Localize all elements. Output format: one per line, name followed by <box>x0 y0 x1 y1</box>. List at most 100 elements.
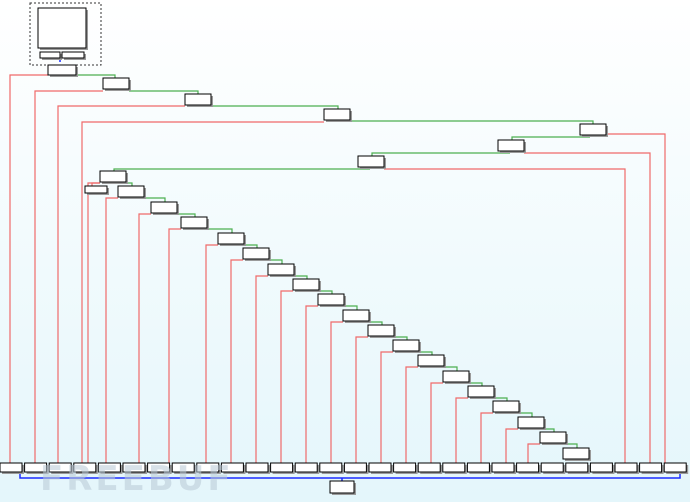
edge <box>177 213 196 217</box>
node <box>579 123 607 136</box>
edge <box>76 74 116 78</box>
edge <box>430 382 443 463</box>
edge <box>305 305 318 463</box>
node <box>562 447 590 460</box>
edge <box>34 90 103 463</box>
node <box>294 462 318 473</box>
node <box>245 462 269 473</box>
edge <box>394 336 408 340</box>
node <box>565 462 589 473</box>
edge <box>168 228 181 463</box>
node <box>73 462 97 473</box>
edge <box>469 382 483 386</box>
node <box>343 462 367 473</box>
edge <box>544 428 555 432</box>
node <box>516 462 540 473</box>
edge <box>205 244 218 463</box>
node <box>48 462 72 473</box>
edge <box>144 197 166 202</box>
node <box>97 462 121 473</box>
edge <box>524 152 651 463</box>
node <box>196 462 220 473</box>
node <box>540 462 564 473</box>
edge <box>519 412 533 417</box>
edge <box>405 366 418 463</box>
edge <box>511 136 590 140</box>
edge <box>129 90 199 94</box>
node <box>329 480 355 494</box>
edge <box>81 121 324 463</box>
node <box>84 185 108 194</box>
edge <box>384 168 626 463</box>
edge <box>480 412 493 463</box>
nodes <box>0 7 689 495</box>
edge <box>294 275 308 279</box>
watermark: FREEBUF <box>40 459 234 499</box>
node <box>180 216 208 229</box>
node <box>467 385 495 398</box>
node <box>99 170 127 183</box>
node <box>270 462 294 473</box>
node <box>442 370 470 383</box>
node <box>220 462 244 473</box>
node <box>47 64 77 76</box>
edge <box>455 397 468 463</box>
node <box>589 462 613 473</box>
node <box>492 400 520 413</box>
node <box>150 201 178 214</box>
node <box>319 462 343 473</box>
node <box>491 462 515 473</box>
node <box>0 462 23 473</box>
edge <box>91 182 100 186</box>
node <box>392 339 420 352</box>
node <box>417 462 441 473</box>
node <box>39 51 61 59</box>
edge <box>444 366 458 371</box>
edge <box>606 133 666 463</box>
node <box>517 416 545 429</box>
edge <box>566 443 578 448</box>
edge <box>319 290 333 294</box>
edge <box>419 351 433 355</box>
node <box>317 293 345 306</box>
node <box>61 51 85 59</box>
node <box>267 263 295 276</box>
edge <box>255 275 268 463</box>
edge <box>494 397 508 401</box>
node <box>367 324 395 337</box>
node <box>393 462 417 473</box>
edge <box>269 259 283 264</box>
edge <box>113 168 370 171</box>
node <box>147 462 171 473</box>
edge <box>211 105 339 109</box>
edge <box>280 290 293 463</box>
edge <box>9 74 48 463</box>
node <box>24 462 48 473</box>
edge <box>19 473 681 479</box>
edge <box>57 105 185 463</box>
edge <box>138 213 151 463</box>
edge <box>230 259 243 463</box>
node <box>217 232 245 245</box>
edge <box>355 336 368 463</box>
edge <box>369 321 383 325</box>
edge <box>505 428 518 463</box>
edge <box>207 228 233 233</box>
node <box>342 309 370 322</box>
node <box>497 139 525 152</box>
node <box>614 462 638 473</box>
edge <box>350 120 594 124</box>
edges <box>9 56 681 481</box>
node <box>663 462 687 473</box>
node <box>357 155 385 168</box>
node <box>639 462 663 473</box>
node <box>417 354 445 367</box>
node <box>171 462 195 473</box>
node <box>323 108 351 121</box>
node <box>122 462 146 473</box>
edge <box>330 321 343 463</box>
edge <box>371 152 510 156</box>
node <box>466 462 490 473</box>
node <box>117 185 145 198</box>
